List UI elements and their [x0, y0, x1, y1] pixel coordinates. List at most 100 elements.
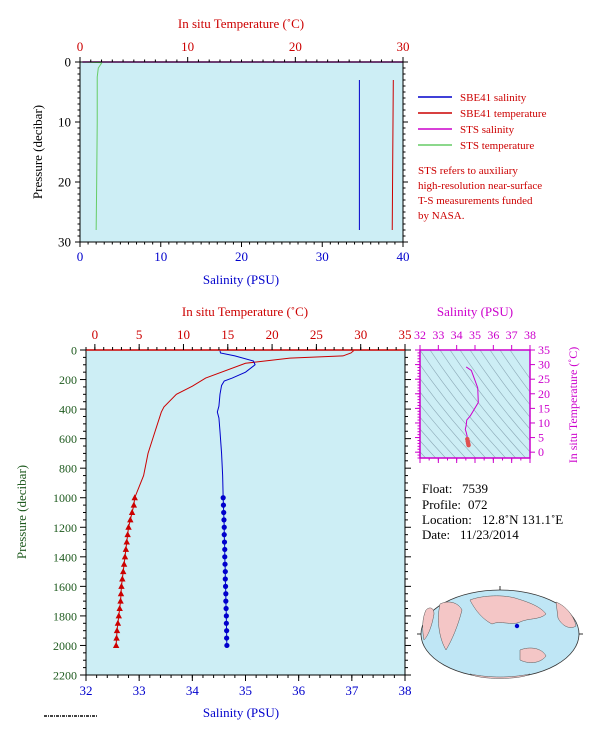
sts-note-line: by NASA.: [418, 210, 465, 222]
full-profile-temperature-tick-label: 0: [92, 327, 99, 342]
ts-top-axis-label: Salinity (PSU): [437, 304, 513, 319]
ts-deep-marker: [466, 442, 471, 448]
full-profile-y-axis-label: Pressure (decibar): [14, 465, 29, 559]
ts-density-contour: [420, 428, 447, 458]
map-land: [422, 595, 577, 679]
salinity-marker: [222, 583, 229, 589]
full-profile-pressure-tick-label: 200: [59, 373, 77, 387]
full-profile-temperature-tick-label: 20: [266, 327, 279, 342]
date-label: Date:: [422, 527, 450, 542]
full-profile-salinity-tick-label: 38: [399, 683, 412, 698]
ts-density-contour: [420, 416, 457, 458]
temperature-marker: [131, 494, 138, 501]
full-profile-plot-area: [86, 350, 405, 675]
temperature-marker: [120, 560, 128, 567]
full-profile-temperature-line: [115, 350, 354, 646]
salinity-marker: [222, 568, 228, 575]
ts-temperature-tick-label: 15: [538, 401, 550, 415]
ts-density-contour: [420, 364, 497, 458]
full-profile-salinity-tick-label: 37: [345, 683, 359, 698]
near-surface-salinity-tick-label: 20: [235, 249, 248, 264]
salinity-marker: [223, 598, 229, 604]
ts-temperature-tick-label: 35: [538, 343, 550, 357]
ts-density-contour: [420, 451, 427, 458]
profile-value: 072: [468, 497, 488, 512]
near-surface-chart: 0 10 20 30 40 0 10 20 30 0 10 20 30 In situ Temperat…: [30, 16, 410, 287]
float-label: Float:: [422, 481, 452, 496]
legend-label-sts-salinity: STS salinity: [460, 124, 515, 136]
full-profile-pressure-tick-label: 0: [71, 344, 77, 358]
legend-label-sbe41-salinity: SBE41 salinity: [460, 92, 527, 104]
temperature-marker: [115, 612, 122, 619]
salinity-marker: [222, 561, 228, 567]
near-surface-temperature-tick-label: 10: [181, 39, 194, 54]
ts-salinity-tick-label: 34: [451, 328, 463, 342]
map-land-south-america: [422, 607, 435, 641]
salinity-marker: [221, 524, 227, 530]
full-profile-pressure-tick-label: 1600: [53, 580, 77, 594]
ts-salinity-tick-label: 35: [469, 328, 481, 342]
full-profile-pressure-tick-label: 2000: [53, 639, 77, 653]
ts-density-contours: [420, 350, 530, 458]
temperature-marker: [125, 523, 132, 530]
date-value: 11/23/2014: [460, 527, 519, 542]
full-profile-top-axis-label: In situ Temperature (˚C): [182, 304, 308, 319]
salinity-marker: [222, 546, 228, 553]
ts-salinity-tick-label: 32: [414, 328, 426, 342]
near-surface-pressure-tick-label: 20: [58, 175, 71, 190]
temperature-marker: [120, 568, 127, 575]
profile-label: Profile:: [422, 497, 461, 512]
temperature-marker: [113, 634, 120, 641]
near-surface-salinity-tick-label: 0: [77, 249, 84, 264]
temperature-marker: [128, 509, 136, 515]
full-profile-temperature-tick-label: 35: [399, 327, 412, 342]
temperature-marker: [112, 641, 120, 648]
ts-temperature-tick-label: 0: [538, 445, 544, 459]
near-surface-temperature-line: [391, 79, 394, 231]
full-profile-salinity-tick-label: 35: [239, 683, 252, 698]
temperature-marker: [117, 590, 125, 597]
salinity-marker: [224, 635, 230, 641]
salinity-marker: [221, 509, 227, 516]
ts-temperature-tick-label: 5: [538, 431, 544, 445]
full-profile-salinity-tick-label: 33: [133, 683, 146, 698]
full-profile-pressure-tick-label: 800: [59, 462, 77, 476]
full-profile-temperature-tick-label: 15: [221, 327, 234, 342]
ts-density-contour: [420, 378, 487, 458]
near-surface-salinity-tick-label: 30: [316, 249, 329, 264]
salinity-marker: [223, 613, 229, 619]
full-profile-pressure-tick-label: 1000: [53, 491, 77, 505]
location-value: 12.8˚N 131.1˚E: [482, 512, 563, 527]
ts-plot-area: [420, 350, 530, 458]
full-profile-pressure-tick-label: 1400: [53, 550, 77, 564]
near-surface-bottom-axis-label: Salinity (PSU): [203, 272, 279, 287]
ts-density-contour: [420, 391, 477, 458]
map-land-australia: [519, 647, 547, 663]
near-surface-salinity-tick-label: 10: [154, 249, 167, 264]
full-profile-pressure-tick-label: 600: [59, 432, 77, 446]
ts-density-contour: [499, 350, 530, 393]
near-surface-salinity-tick-label: 40: [397, 249, 410, 264]
ts-density-contour: [439, 350, 527, 458]
salinity-marker: [224, 628, 230, 634]
ts-salinity-tick-label: 36: [487, 328, 499, 342]
float-info: Float: 7539 Profile: 072 Location: 12.8˚…: [422, 481, 563, 542]
full-profile-pressure-tick-label: 1800: [53, 609, 77, 623]
ts-density-contour: [420, 404, 467, 458]
temperature-marker: [124, 531, 131, 538]
legend: SBE41 salinity SBE41 temperature STS sal…: [418, 92, 547, 152]
near-surface-plot-area: [80, 62, 403, 242]
salinity-marker: [222, 554, 228, 560]
temperature-marker: [121, 553, 129, 560]
full-profile-temperature-tick-label: 10: [177, 327, 190, 342]
sts-note-line: T-S measurements funded: [418, 195, 533, 207]
full-profile-temperature-tick-label: 30: [354, 327, 367, 342]
float-location-marker: [514, 623, 520, 629]
ts-temperature-tick-label: 10: [538, 416, 550, 430]
temperature-marker: [118, 582, 125, 589]
salinity-marker: [223, 605, 229, 612]
temperature-marker: [130, 501, 138, 508]
ts-salinity-tick-label: 38: [524, 328, 536, 342]
